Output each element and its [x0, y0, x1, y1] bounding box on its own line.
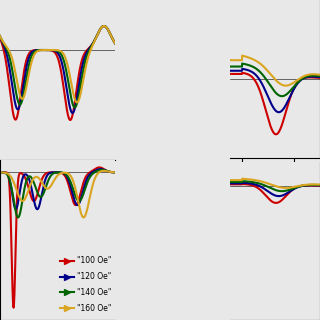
Legend: "100 Oe", "120 Oe", "140 Oe", "160 Oe": "100 Oe", "120 Oe", "140 Oe", "160 Oe": [60, 256, 111, 313]
